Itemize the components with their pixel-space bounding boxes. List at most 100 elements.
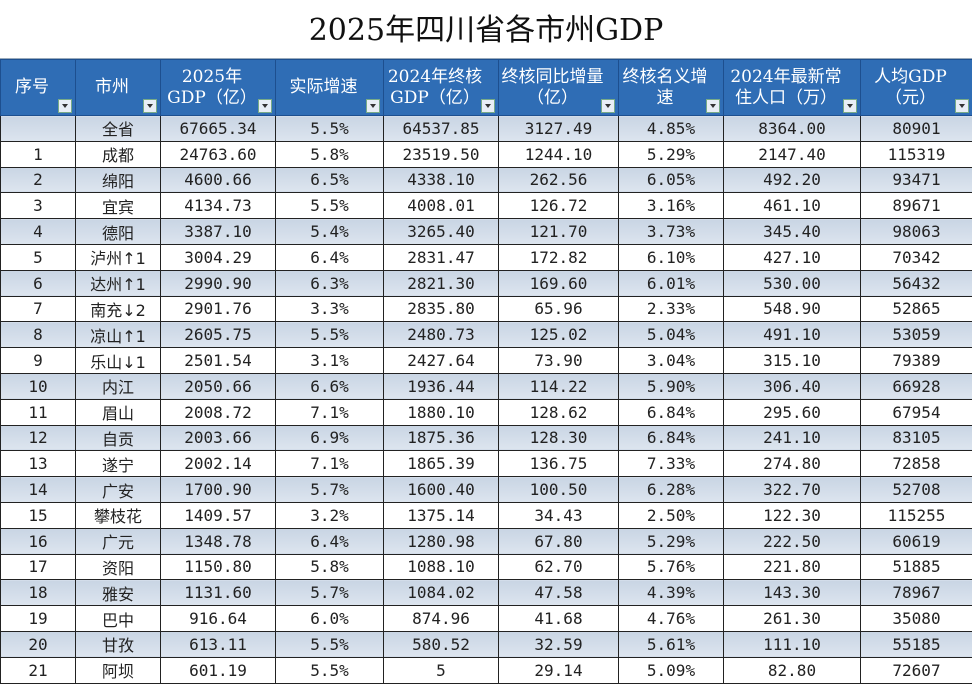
table-cell: 306.40 <box>724 373 861 399</box>
filter-dropdown-icon[interactable] <box>366 99 380 113</box>
table-cell: 56432 <box>861 270 972 296</box>
table-cell: 2002.14 <box>161 451 276 477</box>
table-cell: 47.58 <box>499 580 619 606</box>
filter-dropdown-icon[interactable] <box>258 99 272 113</box>
table-cell: 222.50 <box>724 528 861 554</box>
table-cell: 5.5% <box>276 631 384 657</box>
table-cell: 2821.30 <box>384 270 499 296</box>
table-cell: 2605.75 <box>161 322 276 348</box>
table-cell: 攀枝花 <box>76 502 161 528</box>
table-cell: 10 <box>1 373 76 399</box>
table-cell: 6.9% <box>276 425 384 451</box>
table-cell: 1244.10 <box>499 141 619 167</box>
table-cell: 52865 <box>861 296 972 322</box>
table-cell: 3.16% <box>619 193 724 219</box>
table-cell: 资阳 <box>76 554 161 580</box>
table-cell: 80901 <box>861 116 972 142</box>
table-cell: 7.1% <box>276 399 384 425</box>
table-cell: 6.84% <box>619 399 724 425</box>
table-cell: 67665.34 <box>161 116 276 142</box>
table-cell: 2003.66 <box>161 425 276 451</box>
column-header-label: 2025年GDP（亿） <box>167 67 257 108</box>
filter-dropdown-icon[interactable] <box>706 99 720 113</box>
table-cell: 136.75 <box>499 451 619 477</box>
table-cell: 自贡 <box>76 425 161 451</box>
table-cell: 274.80 <box>724 451 861 477</box>
table-cell: 9 <box>1 348 76 374</box>
table-cell: 全省 <box>76 116 161 142</box>
table-cell: 2835.80 <box>384 296 499 322</box>
table-cell: 遂宁 <box>76 451 161 477</box>
table-cell: 126.72 <box>499 193 619 219</box>
table-cell: 5 <box>1 244 76 270</box>
table-cell: 绵阳 <box>76 167 161 193</box>
table-cell: 115319 <box>861 141 972 167</box>
table-cell: 100.50 <box>499 477 619 503</box>
table-cell: 492.20 <box>724 167 861 193</box>
table-cell: 南充↓2 <box>76 296 161 322</box>
table-cell: 64537.85 <box>384 116 499 142</box>
table-cell: 6.5% <box>276 167 384 193</box>
table-cell: 阿坝 <box>76 657 161 683</box>
table-cell: 2.33% <box>619 296 724 322</box>
filter-dropdown-icon[interactable] <box>481 99 495 113</box>
table-cell: 1700.90 <box>161 477 276 503</box>
table-cell: 5.04% <box>619 322 724 348</box>
table-cell: 67954 <box>861 399 972 425</box>
table-cell: 427.10 <box>724 244 861 270</box>
table-cell: 3.73% <box>619 219 724 245</box>
column-header: 人均GDP（元） <box>861 60 972 116</box>
table-cell: 125.02 <box>499 322 619 348</box>
table-cell: 2050.66 <box>161 373 276 399</box>
table-cell: 98063 <box>861 219 972 245</box>
column-header-label: 人均GDP（元） <box>874 67 947 108</box>
filter-dropdown-icon[interactable] <box>955 99 969 113</box>
table-cell <box>1 116 76 142</box>
table-cell: 2501.54 <box>161 348 276 374</box>
filter-dropdown-icon[interactable] <box>143 99 157 113</box>
table-cell: 1936.44 <box>384 373 499 399</box>
table-cell: 461.10 <box>724 193 861 219</box>
table-cell: 20 <box>1 631 76 657</box>
table-cell: 3.04% <box>619 348 724 374</box>
table-cell: 广安 <box>76 477 161 503</box>
table-cell: 172.82 <box>499 244 619 270</box>
filter-dropdown-icon[interactable] <box>843 99 857 113</box>
table-cell: 4.85% <box>619 116 724 142</box>
table-cell: 成都 <box>76 141 161 167</box>
table-cell: 5.5% <box>276 193 384 219</box>
table-cell: 52708 <box>861 477 972 503</box>
filter-dropdown-icon[interactable] <box>601 99 615 113</box>
table-cell: 1409.57 <box>161 502 276 528</box>
table-cell: 93471 <box>861 167 972 193</box>
table-cell: 601.19 <box>161 657 276 683</box>
table-cell: 5.29% <box>619 141 724 167</box>
table-cell: 72858 <box>861 451 972 477</box>
table-cell: 34.43 <box>499 502 619 528</box>
column-header-label: 市州 <box>95 77 129 97</box>
table-cell: 5.7% <box>276 580 384 606</box>
table-cell: 5.5% <box>276 657 384 683</box>
table-cell: 580.52 <box>384 631 499 657</box>
table-cell: 916.64 <box>161 606 276 632</box>
table-cell: 491.10 <box>724 322 861 348</box>
table-cell: 345.40 <box>724 219 861 245</box>
filter-dropdown-icon[interactable] <box>58 99 72 113</box>
table-cell: 4134.73 <box>161 193 276 219</box>
table-cell: 29.14 <box>499 657 619 683</box>
table-cell: 14 <box>1 477 76 503</box>
table-cell: 7 <box>1 296 76 322</box>
table-cell: 114.22 <box>499 373 619 399</box>
table-cell: 3387.10 <box>161 219 276 245</box>
table-cell: 3004.29 <box>161 244 276 270</box>
table-cell: 2831.47 <box>384 244 499 270</box>
table-cell: 5.5% <box>276 322 384 348</box>
